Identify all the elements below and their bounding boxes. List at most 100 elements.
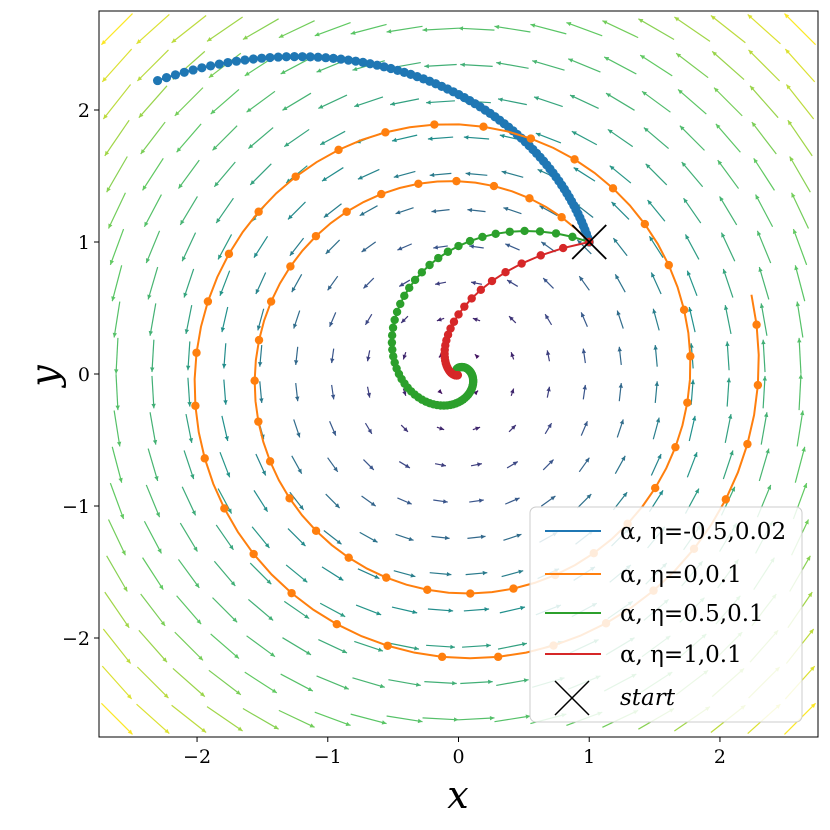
field-arrow-28 <box>147 448 159 482</box>
field-arrow-269 <box>533 96 563 108</box>
field-arrow-373 <box>715 123 741 153</box>
series-2-point-8 <box>465 236 475 246</box>
field-arrow-149 <box>354 640 384 652</box>
field-arrow-236 <box>503 533 522 541</box>
field-arrow-264 <box>542 277 554 289</box>
field-arrow-19 <box>100 13 133 46</box>
series-0-point-75 <box>188 65 198 75</box>
field-arrow-32 <box>148 303 157 336</box>
field-arrow-185 <box>390 98 420 106</box>
field-arrow-375 <box>711 50 745 80</box>
field-arrow-245 <box>503 206 522 215</box>
field-arrow-12 <box>111 265 123 302</box>
field-arrow-57 <box>177 159 200 189</box>
field-arrow-208 <box>422 27 459 33</box>
field-arrow-301 <box>614 455 626 474</box>
field-arrow-4 <box>106 555 128 592</box>
field-arrow-214 <box>465 570 488 576</box>
series-0-point-79 <box>152 75 163 86</box>
field-arrow-44 <box>174 631 204 661</box>
field-arrow-14 <box>107 192 126 229</box>
series-2-point-19 <box>390 315 399 325</box>
field-arrow-225 <box>465 171 488 176</box>
field-arrow-119 <box>287 201 306 220</box>
field-arrow-118 <box>289 237 305 257</box>
series-1-point-118 <box>753 380 763 390</box>
x-tick-label-0: −2 <box>183 746 211 768</box>
field-arrow-93 <box>259 381 264 404</box>
series-1-point-30 <box>285 494 294 503</box>
field-arrow-107 <box>282 637 312 656</box>
field-arrow-407 <box>796 410 805 447</box>
field-arrow-411 <box>794 265 806 302</box>
field-arrow-138 <box>327 275 339 291</box>
legend-label-0: α, η=-0.5,0.02 <box>620 519 786 545</box>
field-arrow-76 <box>217 234 233 260</box>
field-arrow-417 <box>784 48 816 83</box>
legend-start-marker-b <box>554 680 590 716</box>
field-arrow-288 <box>573 167 596 182</box>
field-arrow-103 <box>242 18 279 41</box>
field-arrow-237 <box>505 497 520 505</box>
y-tick-label-1: −1 <box>62 496 90 518</box>
field-arrow-65 <box>210 633 240 659</box>
field-arrow-412 <box>792 228 808 266</box>
field-arrow-6 <box>109 482 125 520</box>
vector-field <box>100 13 817 735</box>
series-2-point-17 <box>396 299 405 309</box>
field-arrow-270 <box>532 59 565 71</box>
series-1-point-34 <box>344 553 353 562</box>
field-arrow-304 <box>617 346 622 365</box>
field-arrow-200 <box>436 317 445 322</box>
series-1-point-28 <box>265 457 275 466</box>
series-2-point-1 <box>568 232 577 242</box>
series-2-point-14 <box>410 275 420 285</box>
field-arrow-18 <box>101 48 133 83</box>
field-arrow-114 <box>295 383 300 402</box>
field-arrow-349 <box>684 234 700 260</box>
field-arrow-217 <box>470 462 483 467</box>
field-arrow-66 <box>212 597 238 623</box>
field-arrow-221 <box>472 317 481 322</box>
field-arrow-260 <box>544 422 553 435</box>
field-arrow-22 <box>136 666 169 699</box>
series-1-point-66 <box>570 155 579 164</box>
field-arrow-64 <box>208 669 242 696</box>
field-arrow-90 <box>253 490 269 513</box>
field-arrow-331 <box>643 127 669 149</box>
field-arrow-219 <box>473 390 479 396</box>
field-arrow-177 <box>402 388 407 396</box>
field-arrow-89 <box>251 526 270 549</box>
field-arrow-35 <box>143 194 162 228</box>
series-2-point-22 <box>387 338 397 347</box>
field-arrow-210 <box>458 715 495 721</box>
field-arrow-329 <box>647 199 666 222</box>
field-arrow-48 <box>181 486 197 516</box>
series-3-point-7 <box>467 294 476 303</box>
field-arrow-211 <box>460 679 493 685</box>
field-arrow-59 <box>174 87 204 117</box>
field-arrow-353 <box>677 89 707 115</box>
field-arrow-141 <box>321 167 344 182</box>
series-2-point-12 <box>425 260 434 270</box>
series-2-point-11 <box>434 253 443 263</box>
field-arrow-347 <box>688 306 696 333</box>
field-arrow-371 <box>719 196 738 226</box>
field-arrow-324 <box>654 381 659 404</box>
series-2-point-5 <box>505 227 514 236</box>
series-2-point-3 <box>535 227 545 236</box>
field-arrow-195 <box>433 499 448 504</box>
series-1-point-6 <box>489 181 499 191</box>
series-2-point-4 <box>520 226 529 236</box>
series-1-point-36 <box>382 573 391 582</box>
field-arrow-395 <box>749 85 779 119</box>
field-arrow-232 <box>496 678 529 686</box>
field-arrow-2 <box>102 628 132 664</box>
field-arrow-152 <box>359 531 378 543</box>
series-0-point-65 <box>273 52 283 62</box>
field-arrow-207 <box>424 63 457 69</box>
series-2-point-9 <box>454 241 463 251</box>
field-arrow-40 <box>136 14 170 45</box>
field-arrow-109 <box>285 564 308 583</box>
field-arrow-50 <box>185 413 194 443</box>
